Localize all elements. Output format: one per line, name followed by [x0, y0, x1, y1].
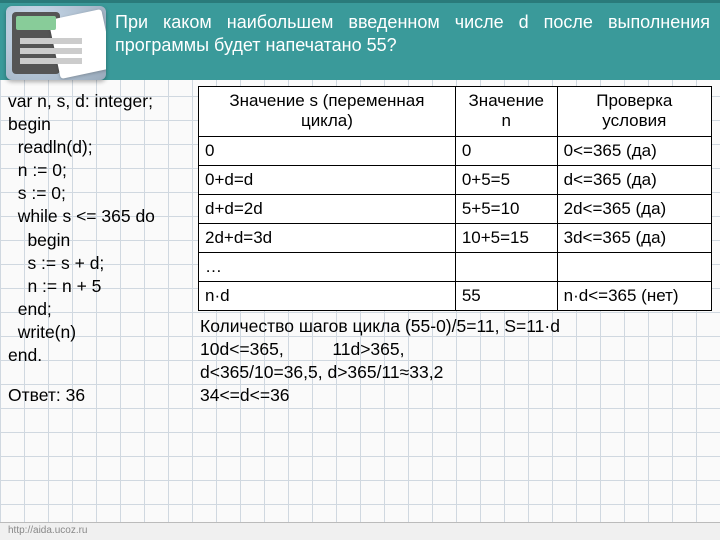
- footer-bar: http://aida.ucoz.ru: [0, 522, 720, 540]
- answer-label: Ответ: 36: [8, 367, 198, 406]
- cell: 5+5=10: [455, 194, 557, 223]
- cell: d+d=2d: [199, 194, 456, 223]
- table-row: d+d=2d 5+5=10 2d<=365 (да): [199, 194, 712, 223]
- col-header-cond: Проверка условия: [557, 87, 711, 137]
- table-row: 2d+d=3d 10+5=15 3d<=365 (да): [199, 223, 712, 252]
- footer-url: http://aida.ucoz.ru: [8, 525, 88, 536]
- cell: n·d: [199, 281, 456, 310]
- left-column: var n, s, d: integer; begin readln(d); n…: [8, 86, 198, 411]
- cell: 10+5=15: [455, 223, 557, 252]
- table-row: 0+d=d 0+5=5 d<=365 (да): [199, 165, 712, 194]
- table-row: n·d 55 n·d<=365 (нет): [199, 281, 712, 310]
- table-row: 0 0 0<=365 (да): [199, 136, 712, 165]
- solution-line: 34<=d<=36: [200, 384, 710, 407]
- cell: 55: [455, 281, 557, 310]
- table-row: …: [199, 252, 712, 281]
- solution-block: Количество шагов цикла (55-0)/5=11, S=11…: [198, 311, 712, 411]
- cell: 2d<=365 (да): [557, 194, 711, 223]
- right-column: Значение s (переменная цикла) Значение n…: [198, 86, 712, 411]
- cell: 0+d=d: [199, 165, 456, 194]
- cell: 0+5=5: [455, 165, 557, 194]
- solution-line: Количество шагов цикла (55-0)/5=11, S=11…: [200, 315, 710, 338]
- question-text: При каком наибольшем введенном числе d п…: [115, 12, 710, 55]
- col-header-n: Значение n: [455, 87, 557, 137]
- solution-line: d<365/10=36,5, d>365/11≈33,2: [200, 361, 710, 384]
- col-header-s: Значение s (переменная цикла): [199, 87, 456, 137]
- cell: [557, 252, 711, 281]
- cell: 0: [455, 136, 557, 165]
- cell: 0<=365 (да): [557, 136, 711, 165]
- code-block: var n, s, d: integer; begin readln(d); n…: [8, 86, 198, 367]
- trace-table: Значение s (переменная цикла) Значение n…: [198, 86, 712, 311]
- cell: 2d+d=3d: [199, 223, 456, 252]
- question-header: При каком наибольшем введенном числе d п…: [0, 0, 720, 80]
- solution-line: 10d<=365, 11d>365,: [200, 338, 710, 361]
- cell: [455, 252, 557, 281]
- main-content: var n, s, d: integer; begin readln(d); n…: [0, 80, 720, 411]
- cell: 3d<=365 (да): [557, 223, 711, 252]
- calculator-icon: [6, 6, 106, 80]
- cell: d<=365 (да): [557, 165, 711, 194]
- paper-sheet-icon: [48, 9, 106, 79]
- cell: …: [199, 252, 456, 281]
- cell: 0: [199, 136, 456, 165]
- cell: n·d<=365 (нет): [557, 281, 711, 310]
